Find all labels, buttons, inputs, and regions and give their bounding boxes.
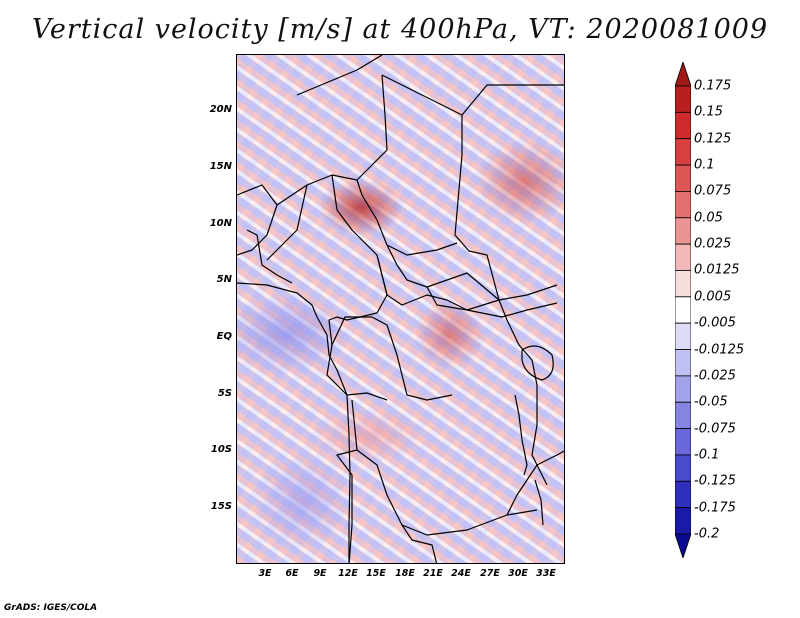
colorbar-tick-label: -0.0125 [694, 342, 745, 358]
longitude-label: 6E [285, 568, 299, 579]
colorbar-segment [675, 480, 691, 509]
colorbar-tick-label: -0.2 [694, 526, 720, 542]
latitude-label: 5S [217, 388, 232, 399]
colorbar-tick-label: -0.175 [694, 500, 736, 516]
colorbar-tick-label: 0.125 [694, 131, 732, 147]
latitude-label: 15N [209, 161, 232, 172]
colorbar [675, 62, 691, 558]
latitude-label: 20N [209, 104, 232, 115]
colorbar-tick-label: -0.125 [694, 473, 736, 489]
longitude-label: 24E [451, 568, 471, 579]
longitude-label: 9E [313, 568, 327, 579]
colorbar-tick-label: -0.075 [694, 421, 736, 437]
colorbar-segment [675, 85, 691, 113]
colorbar-tick-label: 0.0125 [694, 262, 740, 278]
colorbar-segment [675, 322, 691, 350]
longitude-label: 21E [423, 568, 443, 579]
colorbar-segment [675, 296, 691, 324]
map-title: Vertical velocity [m/s] at 400hPa, VT: 2… [31, 14, 769, 45]
colorbar-tick-label: 0.025 [694, 236, 732, 252]
longitude-label: 18E [395, 568, 415, 579]
colorbar-tick-label: -0.025 [694, 368, 736, 384]
colorbar-segment [675, 533, 691, 558]
colorbar-tick-label: -0.05 [694, 394, 728, 410]
colorbar-tick-label: 0.005 [694, 289, 732, 305]
colorbar-segment [675, 454, 691, 482]
longitude-label: 27E [480, 568, 500, 579]
longitude-label: 12E [338, 568, 358, 579]
latitude-label: 5N [216, 274, 232, 285]
colorbar-segment [675, 62, 691, 87]
latitude-label: 15S [210, 501, 232, 512]
colorbar-segment [675, 507, 691, 535]
longitude-label: 3E [258, 568, 272, 579]
latitude-label: 10N [209, 218, 232, 229]
colorbar-segment [675, 375, 691, 403]
colorbar-tick-label: 0.175 [694, 78, 732, 94]
country-borders [237, 55, 564, 563]
colorbar-segment [675, 111, 691, 140]
longitude-label: 33E [536, 568, 556, 579]
colorbar-tick-label: 0.15 [694, 104, 723, 120]
colorbar-segment [675, 243, 691, 271]
colorbar-segment [675, 164, 691, 192]
colorbar-tick-label: -0.005 [694, 315, 736, 331]
colorbar-segment [675, 191, 691, 219]
latitude-label: 10S [210, 444, 232, 455]
colorbar-segment [675, 428, 691, 456]
longitude-label: 30E [508, 568, 528, 579]
colorbar-segment [675, 270, 691, 298]
colorbar-segment [675, 138, 691, 166]
colorbar-segment [675, 349, 691, 377]
colorbar-tick-label: -0.1 [694, 447, 720, 463]
colorbar-tick-label: 0.075 [694, 183, 732, 199]
map-panel [236, 54, 565, 564]
colorbar-segment [675, 401, 691, 429]
colorbar-tick-label: 0.1 [694, 157, 715, 173]
latitude-label: EQ [216, 331, 232, 342]
credit-text: GrADS: IGES/COLA [4, 603, 98, 613]
colorbar-tick-label: 0.05 [694, 210, 723, 226]
longitude-label: 15E [366, 568, 386, 579]
colorbar-segment [675, 217, 691, 245]
